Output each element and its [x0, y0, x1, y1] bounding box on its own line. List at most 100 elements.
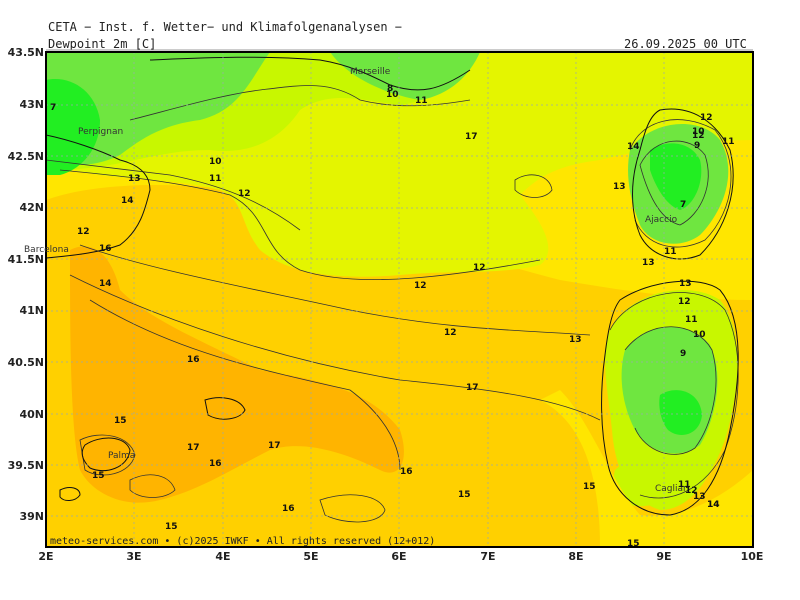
contour-label: 17 [465, 132, 478, 142]
field-green-northwest [46, 52, 270, 165]
contour-label: 12 [692, 131, 705, 141]
contour-label: 16 [209, 459, 222, 469]
contour-label: 12 [77, 227, 90, 237]
lon-label: 6E [391, 550, 406, 563]
lat-label: 41N [19, 304, 44, 317]
lon-label: 8E [568, 550, 583, 563]
coast-corsica [632, 108, 734, 260]
lon-label: 4E [215, 550, 230, 563]
contour-label: 16 [187, 355, 200, 365]
field-yellow-south [540, 390, 753, 547]
contour-label: 15 [583, 482, 596, 492]
contour-label: 16 [400, 467, 413, 477]
lon-label: 5E [303, 550, 318, 563]
contour-label: 13 [693, 492, 706, 502]
contour-label: 9 [694, 141, 700, 151]
city-palma: Palma [108, 451, 135, 461]
contour-label: 13 [679, 279, 692, 289]
valid-datetime: 26.09.2025 00 UTC [624, 37, 747, 51]
contour-label: 13 [569, 335, 582, 345]
field-orange-west [70, 246, 404, 503]
contour-label: 11 [664, 247, 677, 257]
contour-label: 15 [114, 416, 127, 426]
contour-label: 7 [50, 103, 56, 113]
contour-label: 14 [121, 196, 134, 206]
lat-axis: 43.5N 43N 42.5N 42N 41.5N 41N 40.5N 40N … [8, 46, 44, 523]
field-orange-island [197, 390, 255, 430]
city-marseille: Marseille [350, 67, 391, 77]
coast-france [46, 134, 151, 259]
contour-label: 11 [678, 480, 691, 490]
coast-ibiza [59, 487, 81, 501]
contour-label: 14 [627, 142, 640, 152]
lon-label: 2E [38, 550, 53, 563]
lon-label: 9E [656, 550, 671, 563]
contour-label: 14 [707, 500, 720, 510]
lat-label: 42N [19, 201, 44, 214]
parameter-title: Dewpoint 2m [C] [48, 37, 157, 51]
city-perpignan: Perpignan [78, 127, 123, 137]
lat-label: 39.5N [8, 459, 44, 472]
contour-label: 15 [165, 522, 178, 532]
contour-label: 16 [99, 244, 112, 254]
contour-label: 11 [415, 96, 428, 106]
lat-label: 42.5N [8, 150, 44, 163]
contour-value-labels: 7 8 10 11 10 11 12 13 14 12 16 17 12 12 … [50, 84, 735, 549]
lat-label: 43N [19, 98, 44, 111]
coast-provence [149, 56, 471, 91]
contour-label: 10 [209, 157, 222, 167]
lat-label: 41.5N [8, 253, 44, 266]
contour-label: 12 [473, 263, 486, 273]
lon-label: 10E [741, 550, 764, 563]
city-ajaccio: Ajaccio [645, 215, 678, 225]
contour-label: 12 [444, 328, 457, 338]
contour-label: 14 [707, 500, 720, 510]
contour-label: 12 [678, 297, 691, 307]
lon-axis: 2E 3E 4E 5E 6E 7E 8E 9E 10E [38, 550, 763, 563]
lat-label: 40.5N [8, 356, 44, 369]
city-barcelona: Barcelona [24, 245, 69, 255]
coast-sardinia [601, 280, 739, 516]
lon-label: 7E [480, 550, 495, 563]
contour-label: 8 [387, 84, 393, 94]
contour-label: 12 [238, 189, 251, 199]
lat-label: 39N [19, 510, 44, 523]
contour-label: 13 [613, 182, 626, 192]
contour-label: 9 [680, 349, 686, 359]
contour-label: 13 [642, 258, 655, 268]
coast-mallorca [81, 437, 131, 472]
contour-label: 17 [187, 443, 200, 453]
lon-label: 3E [126, 550, 141, 563]
contour-label: 17 [466, 383, 479, 393]
contour-label: 11 [685, 315, 698, 325]
lat-label: 40N [19, 408, 44, 421]
city-cagliari: Cagliari [655, 484, 689, 494]
contour-label: 15 [92, 471, 105, 481]
contour-label: 10 [693, 330, 706, 340]
lat-label: 43.5N [8, 46, 44, 59]
contour-label: 17 [268, 441, 281, 451]
field-brightgreen-sardinia [659, 390, 702, 435]
field-green-provence [330, 52, 480, 100]
contour-label: 7 [680, 200, 686, 210]
contour-label: 12 [685, 486, 698, 496]
contour-label: 15 [458, 490, 471, 500]
field-brightgreen-corsica [650, 143, 702, 210]
field-lime-cagliari [613, 460, 675, 507]
institute-title: CETA − Inst. f. Wetter− und Klimafolgena… [48, 20, 403, 34]
copyright-footer: meteo-services.com • (c)2025 IWKF • All … [50, 536, 435, 547]
contour-label: 12 [414, 281, 427, 291]
contour-label: 14 [99, 279, 112, 289]
contour-lines [46, 85, 739, 523]
contour-label: 10 [692, 127, 705, 137]
city-labels: Marseille Perpignan Barcelona Ajaccio Pa… [24, 67, 689, 494]
contour-label: 11 [722, 137, 735, 147]
contour-label: 10 [386, 90, 399, 100]
coastlines [46, 56, 739, 516]
contour-label: 11 [209, 174, 222, 184]
contour-label: 15 [627, 539, 640, 549]
contour-label: 12 [700, 113, 713, 123]
field-brightgreen-northwest [46, 79, 100, 175]
contour-label: 16 [282, 504, 295, 514]
